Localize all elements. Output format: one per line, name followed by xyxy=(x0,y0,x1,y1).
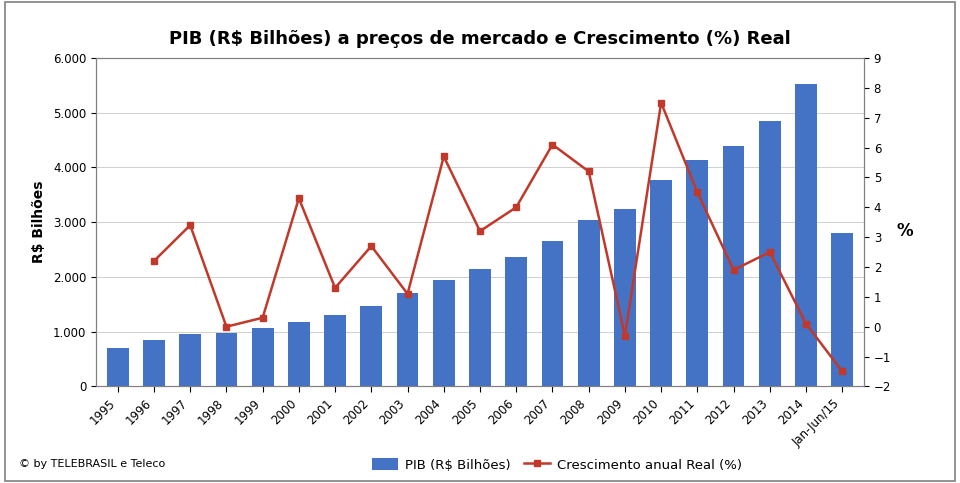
Title: PIB (R$ Bilhões) a preços de mercado e Crescimento (%) Real: PIB (R$ Bilhões) a preços de mercado e C… xyxy=(169,30,791,48)
Bar xyxy=(216,333,237,386)
Bar xyxy=(433,280,455,386)
Bar xyxy=(469,269,491,386)
Bar xyxy=(614,209,636,386)
Bar xyxy=(795,84,817,386)
Bar xyxy=(578,220,600,386)
Bar xyxy=(686,159,708,386)
Bar xyxy=(107,348,129,386)
Legend: PIB (R$ Bilhões), Crescimento anual Real (%): PIB (R$ Bilhões), Crescimento anual Real… xyxy=(372,458,742,471)
Bar xyxy=(541,241,564,386)
Bar xyxy=(505,257,527,386)
Bar xyxy=(831,233,853,386)
Text: © by TELEBRASIL e Teleco: © by TELEBRASIL e Teleco xyxy=(19,458,165,469)
Bar xyxy=(143,340,165,386)
Bar xyxy=(759,121,780,386)
Y-axis label: R$ Bilhões: R$ Bilhões xyxy=(32,181,46,263)
Bar xyxy=(324,315,346,386)
Bar xyxy=(650,180,672,386)
Bar xyxy=(180,334,201,386)
Bar xyxy=(252,328,274,386)
Bar xyxy=(396,293,419,386)
Y-axis label: %: % xyxy=(897,222,913,240)
Bar xyxy=(723,146,744,386)
Bar xyxy=(288,322,310,386)
Bar xyxy=(360,306,382,386)
